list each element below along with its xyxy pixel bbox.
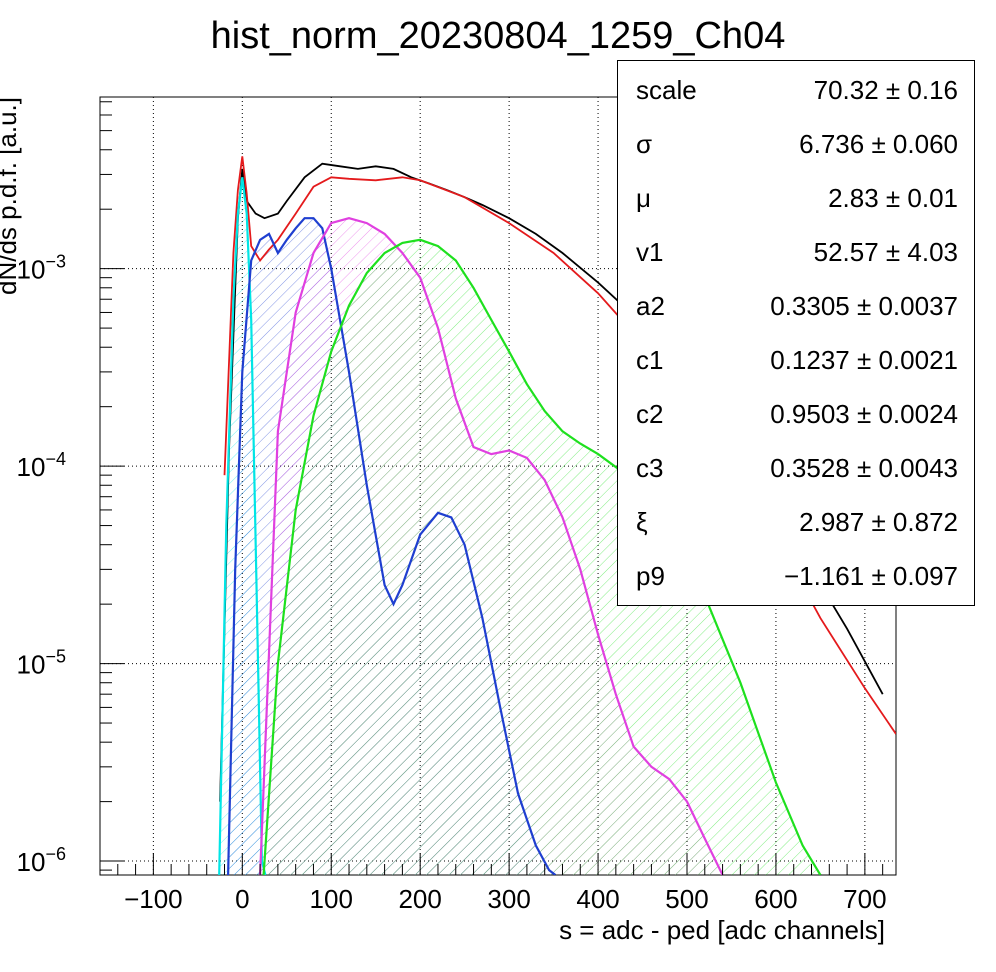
stats-row: scale 70.32 ± 0.16 — [618, 61, 974, 115]
y-tick-exponent: −3 — [45, 252, 66, 272]
x-tick-label: 0 — [235, 884, 249, 914]
stats-param-value: 2.987 ± 0.872 — [799, 507, 958, 537]
x-tick-label: 600 — [754, 884, 797, 914]
stats-row: c1 0.1237 ± 0.0021 — [618, 331, 974, 385]
stats-row: v1 52.57 ± 4.03 — [618, 223, 974, 277]
stats-param-name: c1 — [636, 345, 664, 375]
x-tick-label: 500 — [665, 884, 708, 914]
stats-param-name: scale — [636, 75, 697, 105]
chart-title: hist_norm_20230804_1259_Ch04 — [211, 15, 786, 57]
stats-param-name: ξ — [636, 507, 648, 537]
stats-param-name: σ — [636, 129, 653, 159]
y-tick-exponent: −5 — [45, 647, 66, 667]
series-line — [259, 217, 724, 875]
stats-param-value: 6.736 ± 0.060 — [799, 129, 958, 159]
axes: −100 0 100 200 300 400 500 600 700 10−6 10−5 10−4 10… — [17, 101, 887, 914]
y-tick-exponent: −4 — [45, 449, 66, 469]
series-line — [227, 217, 557, 875]
stats-row: a2 0.3305 ± 0.0037 — [618, 277, 974, 331]
stats-param-value: 70.32 ± 0.16 — [813, 75, 958, 105]
stats-param-name: a2 — [636, 291, 665, 321]
x-tick-label: 400 — [576, 884, 619, 914]
stats-param-value: 0.3528 ± 0.0043 — [770, 453, 958, 483]
stats-row: c2 0.9503 ± 0.0024 — [618, 385, 974, 439]
stats-param-value: 0.3305 ± 0.0037 — [770, 291, 958, 321]
stats-param-value: −1.161 ± 0.097 — [783, 561, 958, 591]
y-axis-label: dN/ds p.d.f. [a.u.] — [0, 97, 22, 295]
stats-param-value: 0.9503 ± 0.0024 — [770, 399, 958, 429]
stats-row: ξ 2.987 ± 0.872 — [618, 493, 974, 547]
x-tick-label: −100 — [124, 884, 183, 914]
y-tick-label: 10−3 — [17, 252, 66, 285]
x-tick-label: 100 — [310, 884, 353, 914]
stats-param-name: μ — [636, 183, 651, 213]
stats-row: σ 6.736 ± 0.060 — [618, 115, 974, 169]
x-tick-label: 200 — [398, 884, 441, 914]
stats-param-name: v1 — [636, 237, 664, 267]
stats-param-name: c2 — [636, 399, 664, 429]
component-fill — [263, 239, 821, 875]
stats-param-value: 2.83 ± 0.01 — [828, 183, 958, 213]
stats-param-name: p9 — [636, 561, 665, 591]
y-tick-label: 10−6 — [17, 844, 66, 877]
x-tick-label: 300 — [487, 884, 530, 914]
stats-param-value: 0.1237 ± 0.0021 — [770, 345, 958, 375]
stats-row: p9 −1.161 ± 0.097 — [618, 547, 974, 601]
stats-row: μ 2.83 ± 0.01 — [618, 169, 974, 223]
stats-param-name: c3 — [636, 453, 664, 483]
series-line — [218, 177, 267, 875]
stats-param-value: 52.57 ± 4.03 — [813, 237, 958, 267]
y-tick-label: 10−5 — [17, 647, 66, 680]
x-axis-label: s = adc - ped [adc channels] — [559, 915, 885, 945]
y-tick-exponent: −6 — [45, 844, 66, 864]
stats-row: c3 0.3528 ± 0.0043 — [618, 439, 974, 493]
y-tick-label: 10−4 — [17, 449, 66, 482]
fit-stats-box: scale 70.32 ± 0.16 σ 6.736 ± 0.060 μ 2.83 ± 0… — [617, 60, 975, 606]
component-fills — [219, 177, 821, 875]
x-tick-label: 700 — [843, 884, 886, 914]
